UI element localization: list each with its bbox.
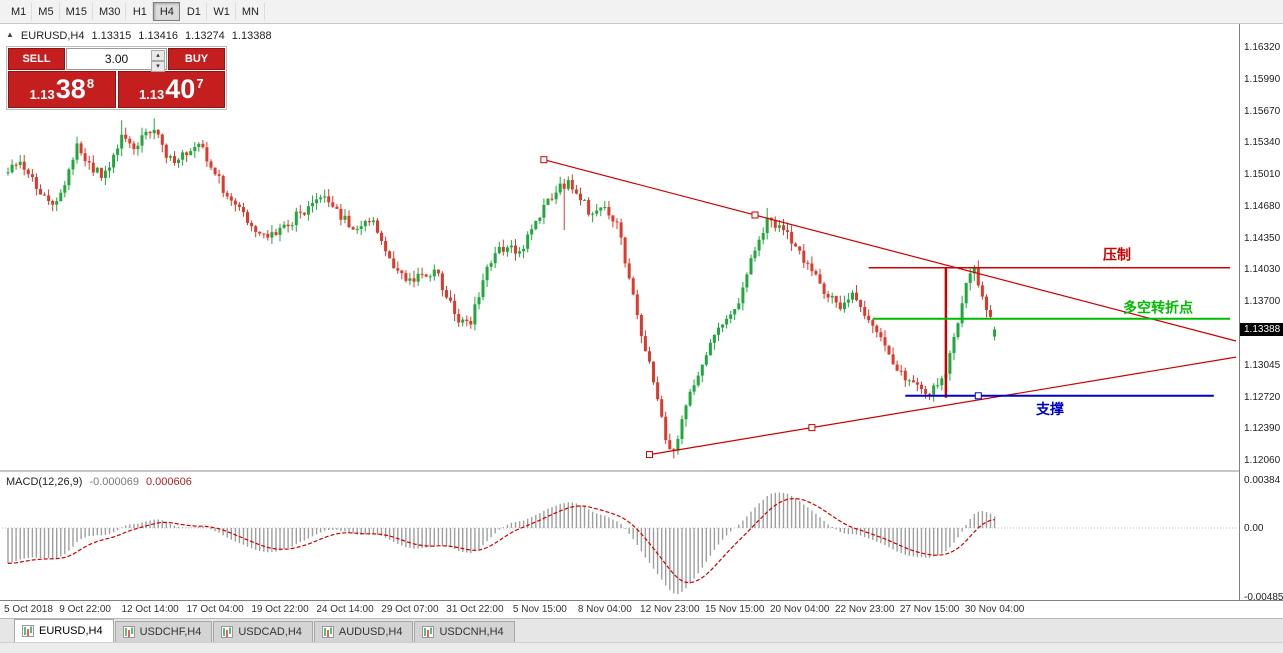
time-axis-label: 9 Oct 22:00	[59, 604, 111, 615]
timeframe-button-mn[interactable]: MN	[236, 2, 265, 21]
chart-icon	[422, 626, 435, 638]
macd-axis-label: 0.00384	[1244, 475, 1281, 486]
macd-indicator-label: MACD(12,26,9) -0.000069 0.000606	[6, 476, 192, 488]
chart-tab-usdchf[interactable]: USDCHF,H4	[114, 621, 213, 642]
ohlc-open: 1.13315	[91, 30, 132, 42]
timeframe-button-w1[interactable]: W1	[207, 2, 236, 21]
chart-icon	[122, 626, 135, 638]
volume-up-icon[interactable]: ▴	[151, 50, 165, 61]
price-axis-label: 1.12720	[1244, 391, 1281, 403]
chart-tab-usdcad[interactable]: USDCAD,H4	[213, 621, 313, 642]
price-axis-label: 1.12060	[1244, 455, 1281, 466]
sell-pips: 38	[55, 74, 86, 104]
time-axis-label: 19 Oct 22:00	[251, 604, 309, 615]
macd-value: -0.000069	[89, 476, 139, 488]
sell-pipette: 8	[86, 76, 95, 91]
chart-icon	[221, 626, 234, 638]
timeframe-toolbar: M1 M5 M15 M30 H1 H4 D1 W1 MN	[0, 0, 1283, 24]
time-axis-label: 30 Nov 04:00	[964, 604, 1025, 615]
time-axis-label: 5 Nov 15:00	[512, 604, 567, 615]
time-axis-label: 22 Nov 23:00	[834, 604, 895, 615]
price-axis-label: 1.12390	[1244, 423, 1281, 435]
chart-ohlc-header: ▲ EURUSD,H4 1.13315 1.13416 1.13274 1.13…	[6, 30, 272, 42]
svg-text:支撑: 支撑	[1035, 401, 1064, 417]
chart-tab-label: USDCNH,H4	[439, 626, 504, 638]
chart-tab-label: USDCHF,H4	[139, 626, 202, 638]
timeframe-button-m1[interactable]: M1	[5, 2, 33, 21]
status-bar	[0, 642, 1283, 653]
chart-tab-label: EURUSD,H4	[39, 625, 103, 637]
time-axis-label: 29 Oct 07:00	[381, 604, 439, 615]
sell-button[interactable]: SELL	[8, 48, 65, 70]
buy-big-figure: 1.13	[138, 86, 165, 102]
time-axis-label: 20 Nov 04:00	[769, 604, 830, 615]
price-axis-label: 1.15990	[1244, 73, 1281, 85]
volume-value: 3.00	[104, 52, 129, 66]
ohlc-close: 1.13388	[231, 30, 272, 42]
macd-axis-label: -0.00485	[1244, 592, 1283, 603]
price-axis-label: 1.13045	[1244, 359, 1281, 371]
price-axis-label: 1.14680	[1244, 200, 1281, 212]
chart-tab-usdcnh[interactable]: USDCNH,H4	[414, 621, 515, 642]
chart-tab-label: AUDUSD,H4	[338, 626, 403, 638]
symbol-period-label: EURUSD,H4	[20, 30, 85, 42]
ohlc-low: 1.13274	[185, 30, 225, 42]
time-axis-label: 12 Oct 14:00	[121, 604, 179, 615]
time-axis-label: 5 Oct 2018	[4, 604, 53, 615]
chart-window: 压制多空转折点支撑 ▲ EURUSD,H4 1.13315 1.13416 1.…	[0, 24, 1283, 618]
timeframe-button-h4[interactable]: H4	[153, 2, 181, 21]
price-axis-label: 1.13700	[1244, 296, 1281, 308]
current-price-tag: 1.13388	[1240, 322, 1283, 336]
buy-quote-button[interactable]: 1.13 40 7	[117, 71, 225, 108]
volume-stepper[interactable]: 3.00 ▴ ▾	[66, 48, 167, 72]
sell-big-figure: 1.13	[29, 86, 55, 102]
time-axis-label: 15 Nov 15:00	[704, 604, 765, 615]
timeframe-button-d1[interactable]: D1	[180, 2, 208, 21]
timeframe-button-m5[interactable]: M5	[32, 2, 60, 21]
buy-button[interactable]: BUY	[168, 48, 225, 70]
volume-spinner: ▴ ▾	[151, 50, 165, 72]
collapse-arrow-icon[interactable]: ▲	[6, 30, 14, 39]
time-axis-label: 31 Oct 22:00	[446, 604, 504, 615]
price-axis-label: 1.14350	[1244, 232, 1281, 244]
price-axis-label: 1.15670	[1244, 105, 1281, 117]
time-axis-label: 24 Oct 14:00	[316, 604, 374, 615]
time-axis-label: 8 Nov 04:00	[577, 604, 632, 615]
chart-tab-label: USDCAD,H4	[238, 626, 302, 638]
price-axis-label: 1.15340	[1244, 137, 1281, 149]
time-axis-label: 27 Nov 15:00	[899, 604, 960, 615]
svg-text:压制: 压制	[1103, 247, 1131, 263]
macd-name: MACD(12,26,9)	[6, 476, 83, 488]
chart-icon	[321, 626, 334, 638]
macd-axis-label: 0.00	[1244, 523, 1264, 534]
chart-tab-audusd[interactable]: AUDUSD,H4	[313, 621, 414, 642]
price-axis: 1.16320 1.15990 1.15670 1.15340 1.15010 1.146…	[1239, 24, 1283, 603]
svg-text:多空转折点: 多空转折点	[1123, 300, 1193, 316]
time-axis-label: 12 Nov 23:00	[640, 604, 700, 615]
chart-tabs-bar: EURUSD,H4 USDCHF,H4 USDCAD,H4 AUDUSD,H4 USDC…	[0, 618, 1283, 642]
timeframe-button-m15[interactable]: M15	[60, 2, 93, 21]
one-click-trade-panel: SELL 3.00 ▴ ▾ BUY 1.13 38 8 1.13	[6, 46, 227, 110]
chart-icon	[22, 625, 34, 637]
ohlc-high: 1.13416	[138, 30, 179, 42]
time-axis: 5 Oct 2018 9 Oct 22:00 12 Oct 14:00 17 Oct …	[0, 600, 1283, 618]
volume-down-icon[interactable]: ▾	[151, 61, 165, 72]
timeframe-button-m30[interactable]: M30	[93, 2, 127, 21]
buy-pipette: 7	[196, 76, 204, 91]
buy-pips: 40	[165, 74, 196, 104]
timeframe-button-h1[interactable]: H1	[126, 2, 154, 21]
sell-quote-button[interactable]: 1.13 38 8	[8, 71, 116, 108]
chart-tab-eurusd[interactable]: EURUSD,H4	[14, 619, 114, 642]
macd-signal-value: 0.000606	[145, 476, 192, 488]
time-axis-label: 17 Oct 04:00	[186, 604, 244, 615]
price-axis-label: 1.15010	[1244, 169, 1281, 181]
price-axis-label: 1.14030	[1244, 264, 1281, 276]
price-axis-label: 1.16320	[1244, 42, 1281, 53]
